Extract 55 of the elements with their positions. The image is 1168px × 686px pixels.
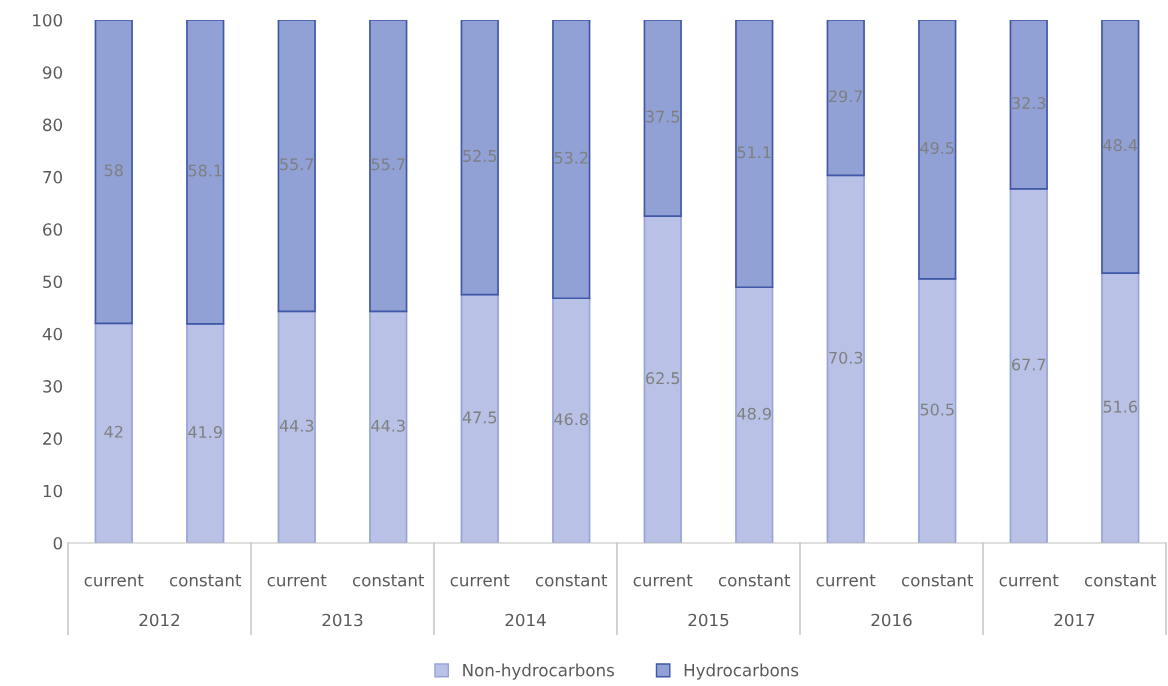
data-label: 67.7 (1012, 358, 1046, 371)
x-tick-label: constant (1084, 574, 1157, 587)
text: 2012 (139, 613, 180, 627)
data-label: 48.4 (1103, 139, 1138, 152)
data-label: 53.2 (554, 151, 588, 164)
text: 2015 (688, 613, 729, 627)
data-label: 44.3 (279, 419, 314, 432)
data-label: 41.9 (188, 425, 222, 439)
x-tick-label: current (816, 574, 876, 587)
text: 2014 (505, 613, 546, 627)
y-tick-label: 60 (43, 223, 63, 236)
y-tick-label: 50 (43, 275, 63, 289)
data-label: 70.3 (829, 351, 863, 364)
y-tick-label: 0 (53, 536, 63, 550)
data-label: 51.1 (737, 146, 771, 159)
x-tick-label: current (999, 574, 1059, 587)
y-tick-label: 40 (42, 327, 63, 341)
y-tick-label: 20 (43, 432, 63, 445)
data-label: 55.7 (371, 158, 405, 171)
data-label: 51.6 (1103, 400, 1138, 413)
x-tick-label: constant (718, 574, 791, 587)
data-label: 42 (104, 425, 123, 438)
data-label: 58 (104, 164, 123, 177)
legend-label: Hydrocarbons (684, 663, 799, 680)
data-label: 62.5 (646, 372, 680, 385)
data-label: 52.5 (463, 149, 497, 162)
y-tick-label: 10 (43, 484, 63, 498)
data-label: 37.5 (646, 110, 680, 123)
data-label: 32.3 (1012, 97, 1046, 110)
x-tick-label: constant (901, 574, 974, 587)
x-tick-label: constant (535, 574, 608, 587)
legend-label: Non-hydrocarbons (463, 663, 614, 680)
data-label: 29.7 (829, 90, 863, 103)
data-label: 48.9 (737, 407, 771, 420)
y-tick-label: 90 (42, 66, 63, 79)
data-label: 49.5 (920, 142, 954, 155)
text: 2013 (322, 613, 363, 627)
y-tick-label: 80 (43, 118, 63, 132)
x-tick-label: constant (352, 574, 425, 587)
x-tick-label: current (450, 574, 510, 587)
data-label: 44.3 (371, 419, 405, 432)
data-label: 47.5 (462, 411, 497, 424)
data-label: 50.5 (920, 403, 954, 416)
x-tick-label: current (84, 574, 144, 587)
text: 2017 (1054, 613, 1095, 627)
data-label: 58.1 (188, 164, 222, 177)
data-label: 55.7 (280, 158, 314, 171)
y-tick-label: 30 (43, 380, 63, 393)
y-tick-label: 100 (33, 13, 63, 27)
x-tick-label: current (267, 574, 327, 587)
data-label: 46.8 (554, 413, 588, 426)
x-tick-label: constant (169, 574, 242, 587)
y-tick-label: 70 (43, 170, 63, 184)
text: 2016 (871, 613, 912, 627)
x-tick-label: current (633, 574, 693, 587)
